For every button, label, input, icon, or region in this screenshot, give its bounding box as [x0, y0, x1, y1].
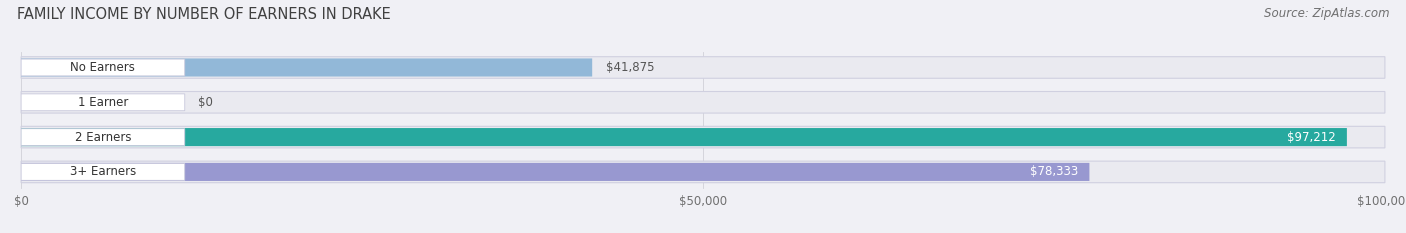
Text: $97,212: $97,212: [1288, 131, 1336, 144]
Text: 2 Earners: 2 Earners: [75, 131, 131, 144]
FancyBboxPatch shape: [21, 92, 1385, 113]
Text: No Earners: No Earners: [70, 61, 135, 74]
Text: 1 Earner: 1 Earner: [77, 96, 128, 109]
FancyBboxPatch shape: [21, 164, 184, 180]
FancyBboxPatch shape: [21, 57, 1385, 78]
FancyBboxPatch shape: [21, 126, 1385, 148]
FancyBboxPatch shape: [21, 161, 1385, 183]
FancyBboxPatch shape: [21, 129, 184, 146]
Text: Source: ZipAtlas.com: Source: ZipAtlas.com: [1264, 7, 1389, 20]
Text: $0: $0: [198, 96, 214, 109]
Text: 3+ Earners: 3+ Earners: [70, 165, 136, 178]
FancyBboxPatch shape: [21, 163, 1090, 181]
FancyBboxPatch shape: [21, 128, 1347, 146]
FancyBboxPatch shape: [21, 59, 184, 76]
Text: FAMILY INCOME BY NUMBER OF EARNERS IN DRAKE: FAMILY INCOME BY NUMBER OF EARNERS IN DR…: [17, 7, 391, 22]
Text: $78,333: $78,333: [1031, 165, 1078, 178]
FancyBboxPatch shape: [21, 58, 592, 76]
FancyBboxPatch shape: [21, 94, 184, 111]
Text: $41,875: $41,875: [606, 61, 654, 74]
